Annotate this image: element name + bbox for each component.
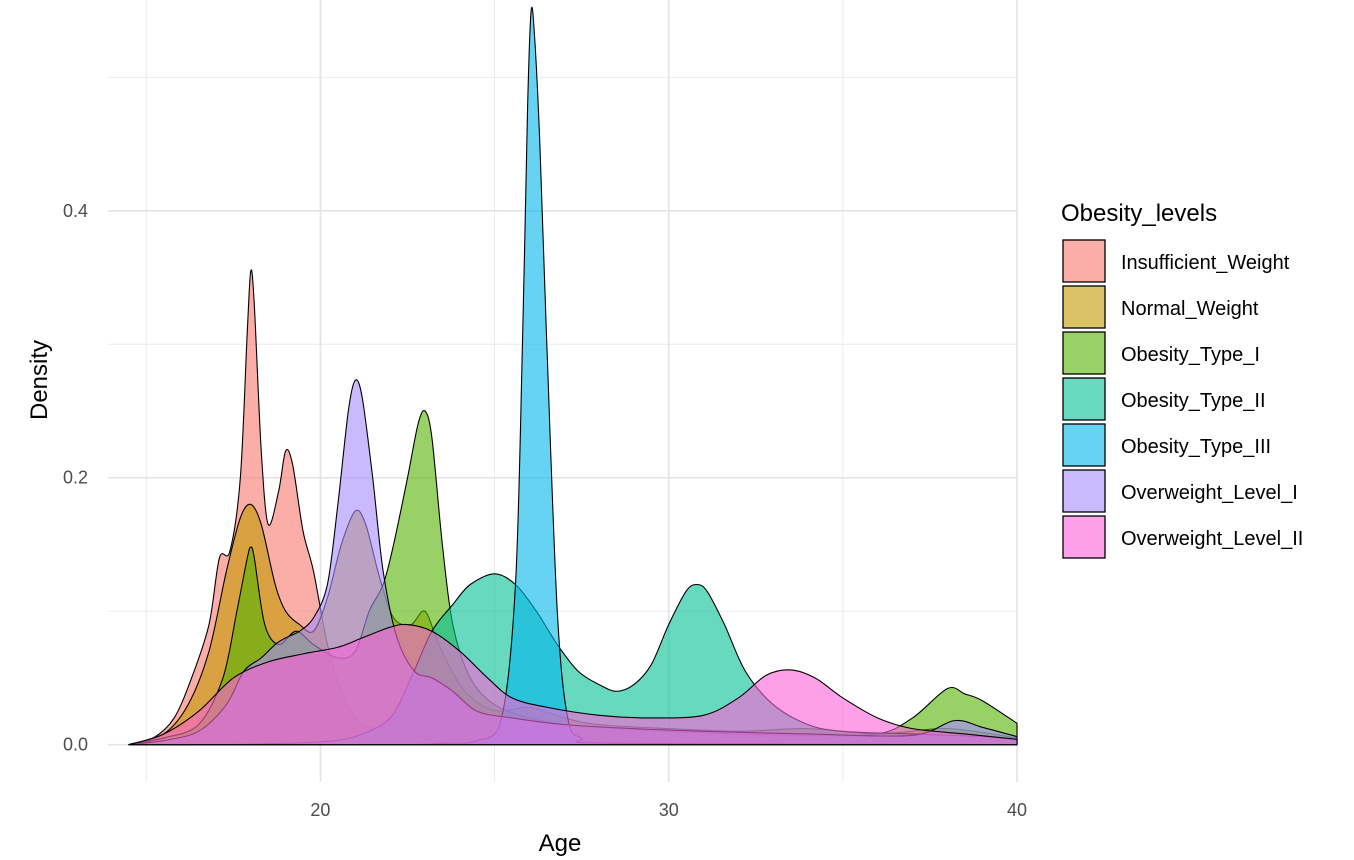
x-tick-label: 20 (310, 800, 330, 820)
legend-label: Obesity_Type_I (1121, 344, 1260, 366)
legend-key (1062, 515, 1106, 559)
legend-key (1062, 377, 1106, 421)
x-tick-label: 40 (1007, 800, 1027, 820)
legend-item: Normal_Weight (1062, 285, 1259, 329)
y-tick-label: 0.4 (63, 201, 88, 221)
legend-key (1062, 469, 1106, 513)
density-series (128, 6, 1018, 746)
x-axis-title: Age (539, 830, 582, 857)
legend-label: Insufficient_Weight (1121, 252, 1290, 274)
legend-label: Overweight_Level_II (1121, 528, 1303, 550)
y-axis-title: Density (26, 340, 53, 420)
legend-label: Normal_Weight (1121, 298, 1259, 320)
y-axis-ticks: 0.0 0.2 0.4 (63, 201, 88, 755)
legend-item: Obesity_Type_II (1062, 377, 1266, 421)
density-area-overweight-level-ii (128, 623, 1018, 746)
legend-item: Insufficient_Weight (1062, 239, 1290, 283)
legend-key (1062, 285, 1106, 329)
legend-key (1062, 331, 1106, 375)
y-tick-label: 0.2 (63, 468, 88, 488)
legend-item: Overweight_Level_II (1062, 515, 1303, 559)
legend-item: Overweight_Level_I (1062, 469, 1298, 513)
legend-item: Obesity_Type_I (1062, 331, 1260, 375)
legend-label: Overweight_Level_I (1121, 482, 1298, 504)
legend: Obesity_levels Insufficient_Weight Normal… (1061, 200, 1303, 559)
x-tick-label: 30 (659, 800, 679, 820)
legend-key (1062, 239, 1106, 283)
y-tick-label: 0.0 (63, 735, 88, 755)
legend-item: Obesity_Type_III (1062, 423, 1271, 467)
legend-key (1062, 423, 1106, 467)
legend-title: Obesity_levels (1061, 200, 1217, 227)
legend-label: Obesity_Type_III (1121, 436, 1271, 458)
x-axis-ticks: 20 30 40 (310, 800, 1027, 820)
legend-label: Obesity_Type_II (1121, 390, 1266, 412)
